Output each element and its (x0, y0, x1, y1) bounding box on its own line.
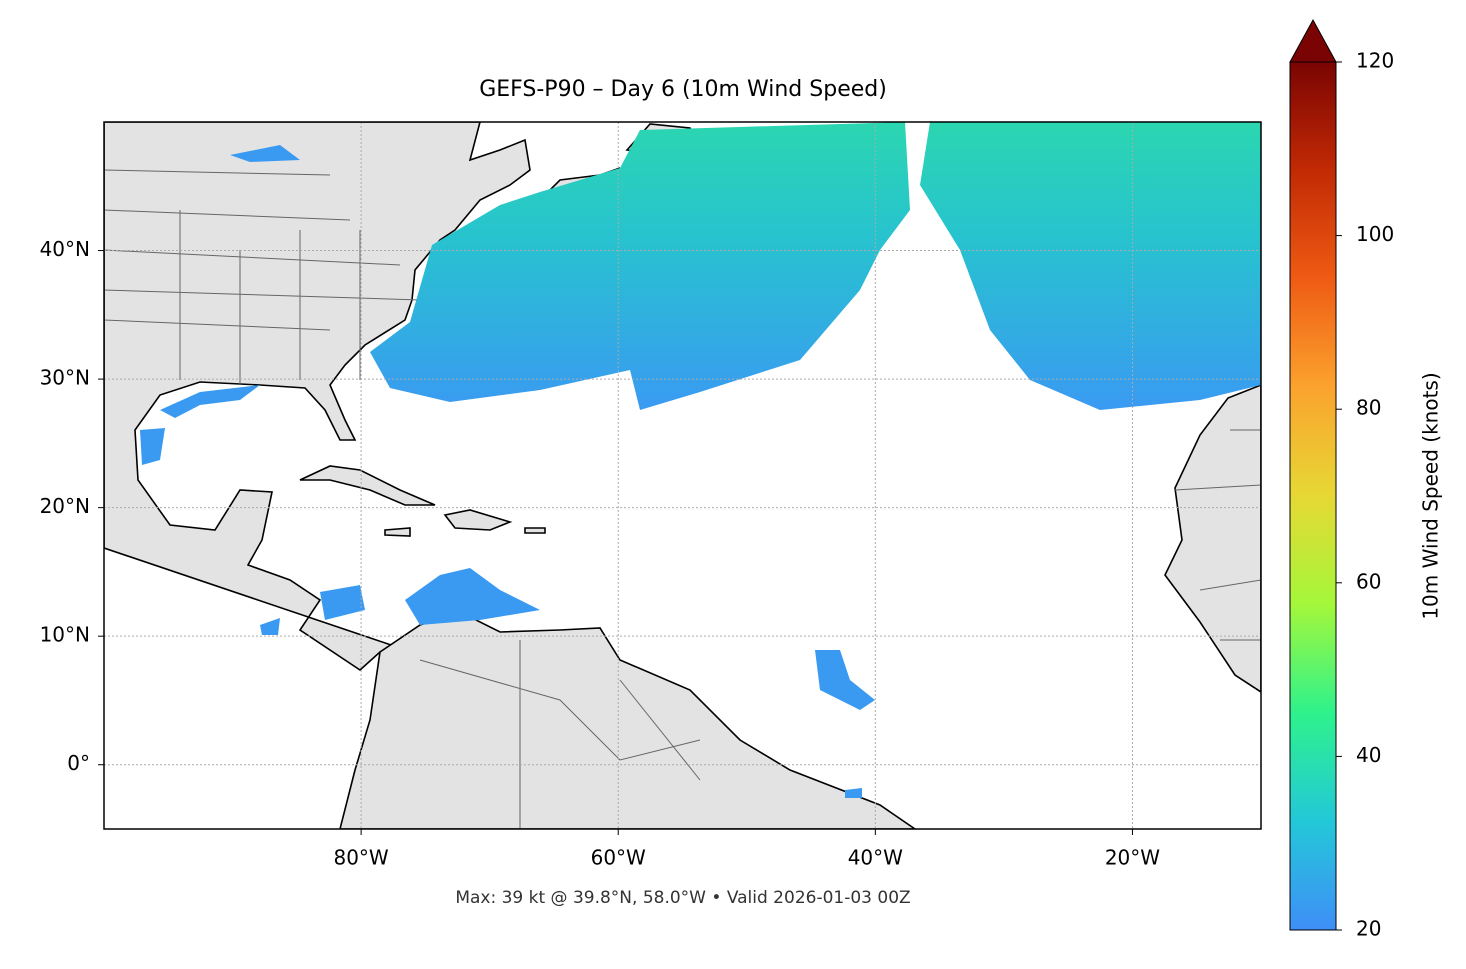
cuba (299, 465, 436, 506)
colorbar-tick-label: 60 (1356, 569, 1381, 593)
colorbar-tick-label: 120 (1356, 49, 1394, 73)
colorbar-tick-label: 40 (1356, 743, 1381, 767)
wind-field (140, 428, 165, 465)
x-tick-label: 80°W (333, 846, 388, 870)
north-america (104, 122, 531, 672)
y-tick-label: 20°N (40, 494, 90, 518)
wind-field (405, 568, 540, 625)
wind-field (815, 650, 875, 710)
map-area (104, 122, 1261, 829)
south-america (339, 611, 917, 829)
wind-field (370, 122, 910, 410)
wind-field (230, 145, 300, 162)
x-tick-label: 40°W (848, 846, 903, 870)
chart-title: GEFS-P90 – Day 6 (10m Wind Speed) (479, 77, 887, 102)
wind-field (260, 618, 280, 635)
colorbar-extend (1289, 18, 1337, 63)
jamaica (384, 527, 411, 537)
x-tick-label: 20°W (1105, 846, 1160, 870)
puerto-rico (524, 527, 546, 534)
borders (104, 169, 1261, 829)
wind-field (160, 385, 260, 418)
footer-note: Max: 39 kt @ 39.8°N, 58.0°W • Valid 2026… (455, 888, 910, 908)
y-tick-label: 30°N (40, 366, 90, 390)
x-tick-label: 60°W (591, 846, 646, 870)
colorbar-label: 10m Wind Speed (knots) (1419, 372, 1443, 619)
colorbar-tick-label: 100 (1356, 222, 1394, 246)
colorbar-tick-label: 80 (1356, 396, 1381, 420)
hispaniola (443, 509, 513, 531)
y-tick-label: 40°N (40, 237, 90, 261)
y-tick-label: 10°N (40, 623, 90, 647)
colorbar (1289, 61, 1337, 931)
colorbar-tick-label: 20 (1356, 917, 1381, 941)
wind-field (320, 585, 365, 620)
map-frame (103, 121, 1262, 830)
wind-field (845, 788, 862, 798)
y-tick-label: 0° (67, 751, 90, 775)
africa (1164, 384, 1261, 693)
wind-field (920, 122, 1261, 410)
